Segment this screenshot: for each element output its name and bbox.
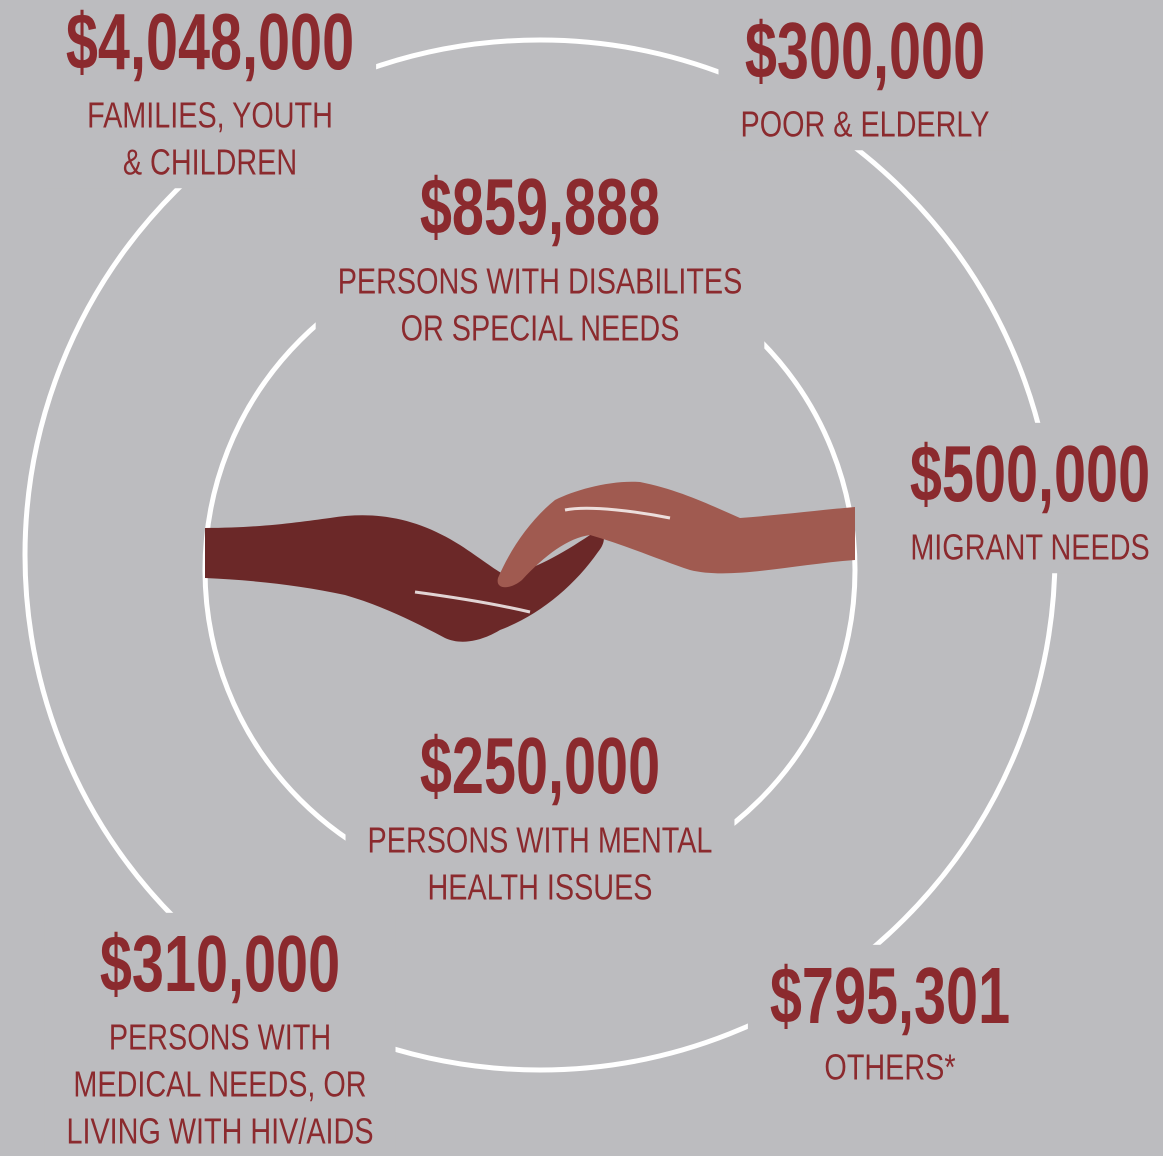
category-label: OR SPECIAL NEEDS	[401, 307, 680, 348]
gap	[887, 422, 1163, 574]
hands	[205, 481, 855, 642]
gap	[718, 0, 1012, 151]
labels: $4,048,000 FAMILIES, YOUTH & CHILDREN $300,…	[66, 0, 1150, 1151]
gap	[315, 155, 765, 355]
gap	[345, 714, 735, 914]
item: $859,888 PERSONS WITH DISABILITES OR SPECI…	[338, 162, 743, 348]
amount: $310,000	[100, 919, 340, 1009]
dark-hand	[205, 515, 604, 642]
category-label: FAMILIES, YOUTH	[87, 94, 333, 135]
amount: $500,000	[910, 429, 1150, 519]
category-label: MEDICAL NEEDS, OR	[73, 1063, 366, 1104]
amount: $859,888	[420, 162, 660, 252]
amount: $300,000	[745, 6, 985, 96]
gap	[747, 944, 1033, 1094]
category-label: PERSONS WITH	[109, 1016, 331, 1057]
category-label: OTHERS*	[824, 1046, 955, 1087]
category-label: MIGRANT NEEDS	[910, 526, 1149, 567]
category-label: HEALTH ISSUES	[428, 866, 653, 907]
item: $310,000 PERSONS WITH MEDICAL NEEDS, OR LIV…	[66, 919, 373, 1151]
item: $795,301 OTHERS*	[770, 951, 1010, 1087]
item: $4,048,000 FAMILIES, YOUTH & CHILDREN	[66, 0, 354, 182]
item: $500,000 MIGRANT NEEDS	[910, 429, 1150, 567]
category-label: & CHILDREN	[123, 141, 297, 182]
category-label: POOR & ELDERLY	[741, 103, 990, 144]
gap	[44, 912, 396, 1156]
amount: $250,000	[420, 721, 660, 811]
amount: $4,048,000	[66, 0, 354, 86]
item: $250,000 PERSONS WITH MENTAL HEALTH ISSUES	[368, 721, 713, 907]
ring-gaps	[43, 0, 1163, 1156]
category-label: PERSONS WITH MENTAL	[368, 819, 713, 860]
hand-line	[564, 506, 671, 520]
category-label: LIVING WITH HIV/AIDS	[66, 1110, 373, 1151]
item: $300,000 POOR & ELDERLY	[741, 6, 990, 144]
amount: $795,301	[770, 951, 1010, 1041]
category-label: PERSONS WITH DISABILITES	[338, 260, 743, 301]
hand-line	[414, 590, 531, 614]
